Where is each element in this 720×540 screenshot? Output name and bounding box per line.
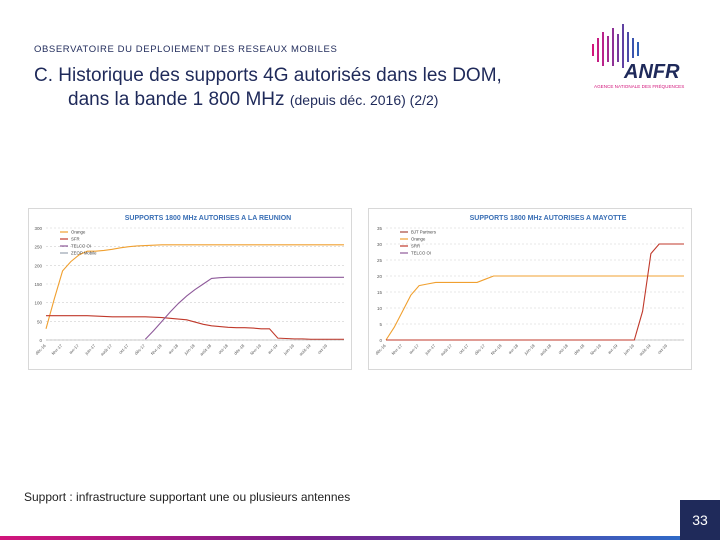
- y-tick-label: 0: [379, 338, 382, 343]
- y-tick-label: 15: [377, 290, 383, 295]
- y-tick-label: 150: [34, 282, 42, 287]
- chart-reunion: SUPPORTS 1800 MHz AUTORISES A LA REUNION…: [28, 208, 352, 370]
- title-line-2: dans la bande 1 800 MHz (depuis déc. 201…: [34, 88, 594, 112]
- overline: OBSERVATOIRE DU DEPLOIEMENT DES RESEAUX …: [34, 44, 338, 55]
- series-line-telco-oi: [144, 276, 344, 340]
- page-number: 33: [692, 512, 708, 528]
- legend-label: ZEOP Mobile: [71, 251, 97, 256]
- chart-mayotte: SUPPORTS 1800 MHz AUTORISES A MAYOTTE 0 5 1…: [368, 208, 692, 370]
- y-tick-label: 10: [377, 306, 383, 311]
- bottom-gradient-bar: [0, 536, 680, 540]
- chart-title: SUPPORTS 1800 MHz AUTORISES A LA REUNION: [125, 215, 291, 222]
- y-tick-label: 35: [377, 226, 383, 231]
- y-tick-label: 100: [34, 301, 42, 306]
- legend-label: TELCO OI: [411, 251, 431, 256]
- series-line-orange: [385, 275, 684, 341]
- y-tick-label: 50: [37, 319, 43, 324]
- y-tick-label: 20: [377, 274, 383, 279]
- y-tick-label: 25: [377, 258, 383, 263]
- title-line-1: C. Historique des supports 4G autorisés …: [34, 65, 502, 86]
- footnote: Support : infrastructure supportant une …: [24, 490, 351, 504]
- chart-frame: [28, 208, 352, 370]
- y-tick-label: 300: [34, 226, 42, 231]
- page-title: C. Historique des supports 4G autorisés …: [34, 64, 594, 112]
- logo-tagline: AGENCE NATIONALE DES FRÉQUENCES: [594, 83, 684, 89]
- series-line-sfr: [46, 315, 344, 340]
- logo-wordmark: ANFR: [623, 61, 680, 83]
- anfr-logo: ANFR AGENCE NATIONALE DES FRÉQUENCES: [586, 22, 690, 92]
- chart-mayotte-svg: SUPPORTS 1800 MHz AUTORISES A MAYOTTE 0 5 1…: [368, 208, 692, 370]
- chart-reunion-svg: SUPPORTS 1800 MHz AUTORISES A LA REUNION…: [28, 208, 352, 370]
- series-line-srr: [386, 243, 684, 341]
- anfr-logo-graphic: ANFR AGENCE NATIONALE DES FRÉQUENCES: [592, 24, 684, 89]
- page-number-badge: 33: [680, 500, 720, 540]
- y-tick-label: 5: [379, 322, 382, 327]
- legend-label: Orange: [71, 230, 86, 235]
- y-tick-label: 30: [377, 242, 383, 247]
- y-tick-label: 0: [39, 338, 42, 343]
- y-tick-label: 250: [34, 245, 42, 250]
- title-line-2-sub: (depuis déc. 2016) (2/2): [289, 92, 439, 108]
- legend-label: SFR: [71, 237, 80, 242]
- y-tick-label: 200: [34, 263, 42, 268]
- series-line-orange: [45, 244, 344, 329]
- legend-label: SRR: [411, 244, 420, 249]
- title-line-2-main: dans la bande 1 800 MHz: [68, 89, 285, 110]
- legend-label: BJT Partners: [411, 230, 436, 235]
- soundwave-icon: [592, 24, 639, 68]
- legend-label: TELCO OI: [71, 244, 91, 249]
- chart-title: SUPPORTS 1800 MHz AUTORISES A MAYOTTE: [470, 215, 627, 222]
- chart-frame: [368, 208, 692, 370]
- legend-label: Orange: [411, 237, 426, 242]
